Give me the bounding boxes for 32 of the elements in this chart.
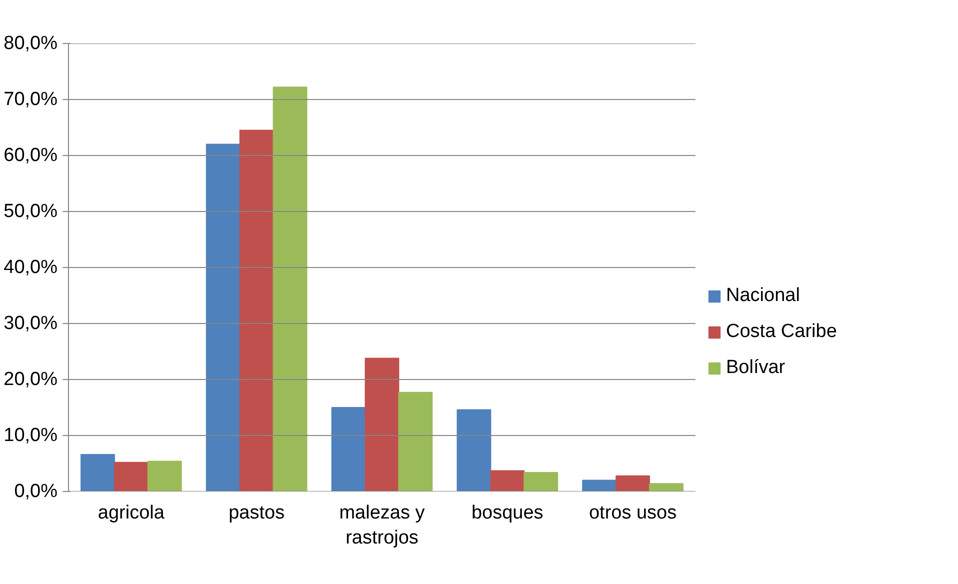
bar <box>80 454 115 492</box>
bar <box>582 480 617 492</box>
y-tick-label: 50,0% <box>4 201 58 222</box>
legend-label: Costa Caribe <box>726 321 837 343</box>
y-tick-label: 60,0% <box>4 145 58 166</box>
legend-label: Bolívar <box>726 357 786 379</box>
bar <box>649 483 684 492</box>
bar <box>206 144 240 492</box>
y-tick-label: 0,0% <box>14 481 58 502</box>
x-tick-label: malezas y rastrojos <box>339 502 426 549</box>
x-tick-label: pastos <box>228 502 285 524</box>
y-tick-label: 40,0% <box>4 257 58 278</box>
bar <box>272 86 308 492</box>
bar <box>616 475 650 492</box>
bar <box>239 130 274 492</box>
bar <box>114 462 148 492</box>
x-tick-label: otros usos <box>588 502 677 524</box>
bar <box>331 407 366 492</box>
x-tick-label: agricola <box>98 502 165 524</box>
bar <box>524 472 558 492</box>
bar <box>147 460 182 492</box>
bar <box>490 470 525 492</box>
bar <box>398 392 433 492</box>
bar <box>456 409 492 492</box>
x-tick-label: bosques <box>471 502 544 524</box>
y-tick-label: 20,0% <box>4 369 58 390</box>
y-tick-label: 80,0% <box>4 33 58 54</box>
y-tick-label: 10,0% <box>4 425 58 446</box>
y-tick-label: 30,0% <box>4 313 58 334</box>
y-tick-label: 70,0% <box>4 89 58 110</box>
legend-label: Nacional <box>726 285 800 307</box>
bar <box>364 358 400 492</box>
